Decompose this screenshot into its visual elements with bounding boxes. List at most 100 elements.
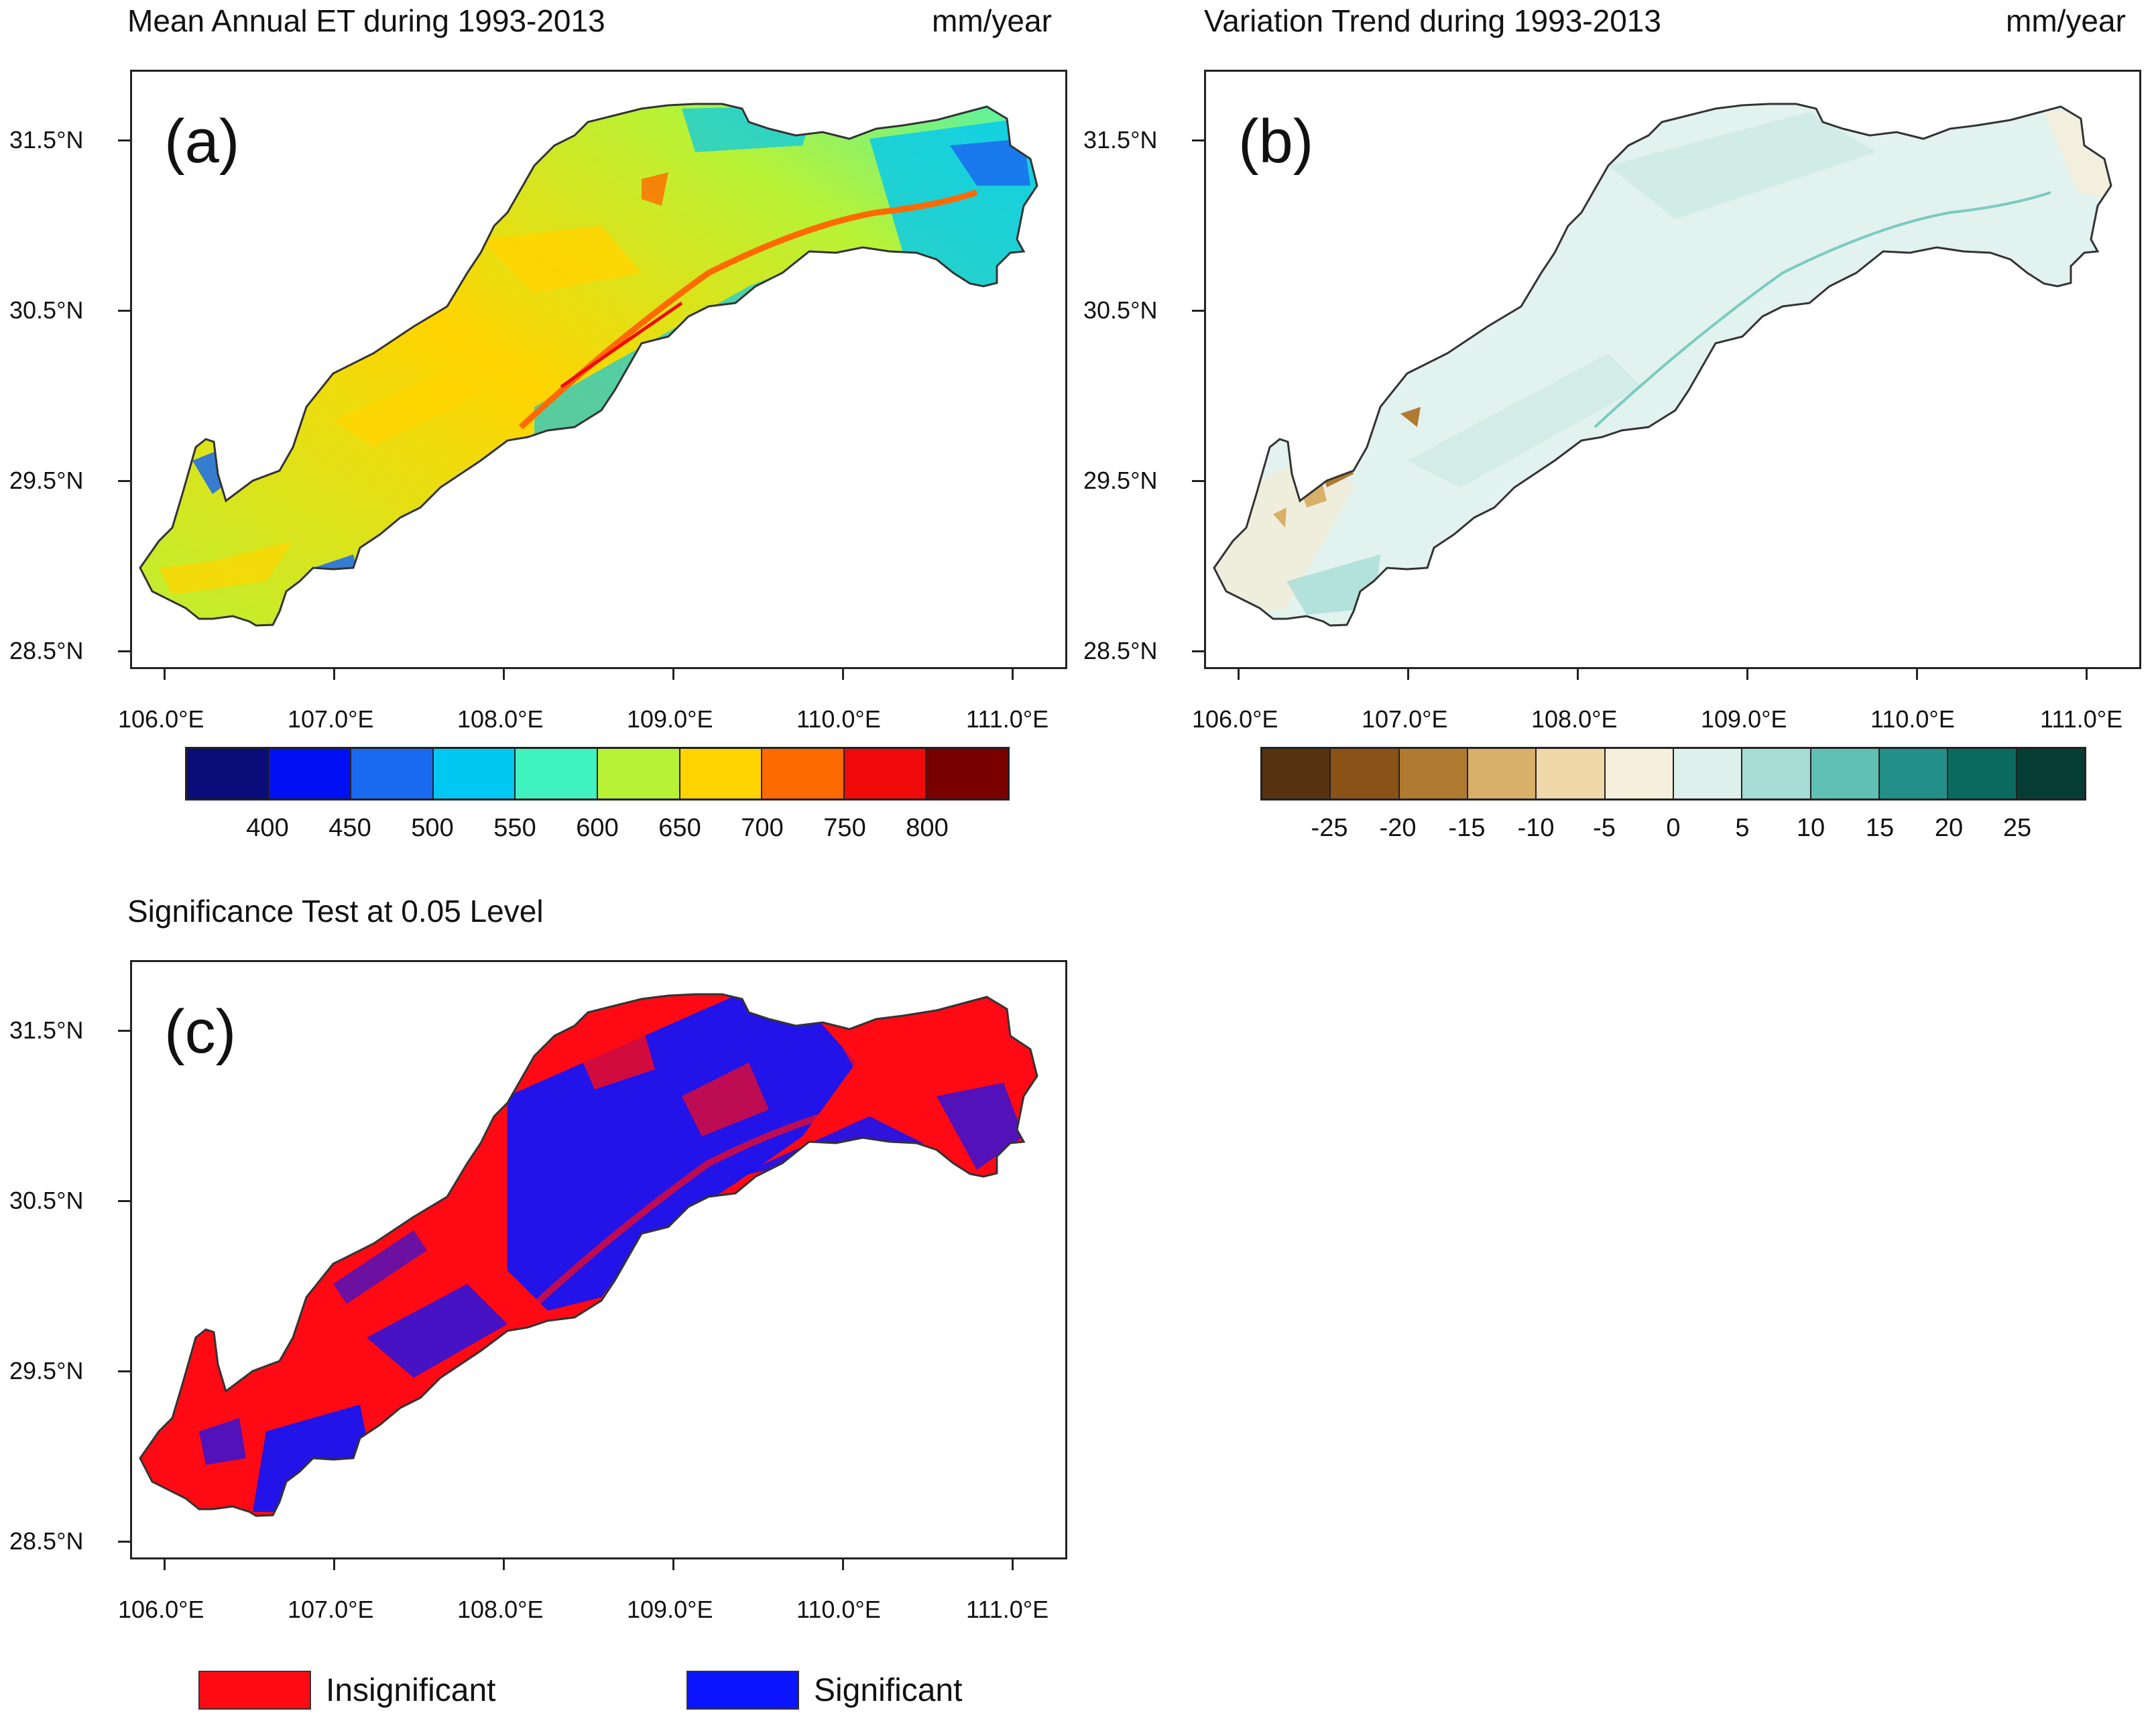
panel-c-ytick [118,1370,130,1372]
colorbar-b-swatch [1742,749,1811,798]
colorbar-b-label: 20 [1934,814,1964,842]
panel-c-lon-label: 111.0°E [966,1596,1049,1623]
panel-c-xtick [503,1559,505,1570]
panel-b-lon-label: 106.0°E [1192,705,1278,733]
panel-c-title: Significance Test at 0.05 Level [127,894,544,929]
panel-b-lon-label: 108.0°E [1531,705,1618,733]
colorbar-b-label: -10 [1517,814,1555,842]
panel-a-lat-label: 28.5°N [9,637,84,664]
colorbar-b-label: -20 [1379,814,1417,842]
panel-c-lat-label: 31.5°N [9,1016,84,1044]
colorbar-b-label: 15 [1865,814,1895,842]
panel-c-xtick [672,1559,674,1570]
panel-c-lat-label: 29.5°N [9,1357,84,1384]
colorbar-a-label: 750 [823,814,866,842]
panel-c-ytick [118,1200,130,1202]
panel-c-lat-label: 28.5°N [9,1527,84,1555]
panel-b-units: mm/year [2006,3,2126,38]
colorbar-a-label: 700 [741,814,784,842]
colorbar-a-swatch [597,749,680,798]
panel-b-ytick [1192,480,1204,482]
panel-a-ytick [118,310,130,312]
panel-a-basin-map [139,103,1038,627]
panel-a-lon-label: 107.0°E [288,705,374,733]
colorbar-a-swatch [680,749,763,798]
panel-b-xtick [1577,669,1579,680]
panel-a-lon-label: 110.0°E [796,705,881,733]
colorbar-b-swatch [1673,749,1743,798]
panel-b-xtick [2086,669,2088,680]
panel-c-lon-label: 110.0°E [796,1596,881,1623]
colorbar-b-swatch [2017,749,2084,798]
panel-b-ytick [1192,139,1204,141]
panel-c-ytick [118,1541,130,1543]
legend-insignificant: Insignificant [198,1671,495,1710]
colorbar-b-label: -25 [1311,814,1348,842]
panel-a-xtick [1012,669,1014,680]
panel-a-xtick [842,669,844,680]
panel-b-lat-label: 29.5°N [1083,467,1158,494]
panel-a-lon-label: 106.0°E [118,705,204,733]
colorbar-a-swatch [516,749,598,798]
colorbar-b-swatch [1331,749,1400,798]
colorbar-b-label: 10 [1796,814,1825,842]
panel-b-lat-label: 31.5°N [1083,126,1158,154]
legend-significant-label: Significant [814,1672,963,1708]
colorbar-a-swatch [187,749,270,798]
panel-c-lon-label: 107.0°E [288,1596,374,1623]
panel-a-colorbar [185,747,1010,801]
colorbar-b-swatch [1537,749,1606,798]
panel-a-ytick [118,650,130,652]
panel-a-xtick [333,669,335,680]
legend-significant: Significant [686,1671,962,1710]
colorbar-a-label: 550 [493,814,536,842]
panel-a-lon-label: 109.0°E [627,705,713,733]
panel-b-xtick [1407,669,1409,680]
panel-a-lon-label: 111.0°E [966,705,1049,733]
panel-a-xtick [672,669,674,680]
legend-insignificant-label: Insignificant [326,1672,496,1708]
panel-b-lon-label: 109.0°E [1701,705,1787,733]
colorbar-a-label: 450 [328,814,371,842]
colorbar-a-swatch [269,749,352,798]
panel-b-ytick [1192,650,1204,652]
colorbar-b-swatch [1605,749,1674,798]
panel-a-ytick [118,139,130,141]
colorbar-b-swatch [1879,749,1949,798]
panel-b-lon-label: 107.0°E [1362,705,1448,733]
panel-b-lat-label: 30.5°N [1083,296,1158,324]
colorbar-a-label: 400 [246,814,289,842]
panel-c-ytick [118,1030,130,1032]
panel-c-lon-label: 108.0°E [457,1596,544,1623]
colorbar-a-swatch [926,749,1008,798]
panel-b-basin-map [1213,103,2112,627]
colorbar-a-swatch [762,749,845,798]
panel-b-ytick [1192,310,1204,312]
panel-c-map: (c) [130,960,1067,1559]
panel-c-label: (c) [164,998,237,1066]
panel-b-lat-label: 28.5°N [1083,637,1158,664]
colorbar-b-swatch [1468,749,1537,798]
panel-a-xtick [164,669,166,680]
panel-a-map: (a) [130,70,1067,669]
panel-c-xtick [1012,1559,1014,1570]
panel-b-label: (b) [1238,107,1314,176]
colorbar-b-label: 5 [1735,814,1750,842]
panel-a-ytick [118,480,130,482]
panel-c-lon-label: 106.0°E [118,1596,204,1623]
colorbar-a-label: 800 [906,814,949,842]
colorbar-b-label: 25 [2002,814,2032,842]
colorbar-b-swatch [1948,749,2017,798]
panel-c-basin-map [139,993,1038,1517]
panel-c-lon-label: 109.0°E [627,1596,713,1623]
colorbar-b-swatch [1399,749,1468,798]
colorbar-a-swatch [351,749,434,798]
panel-c-lat-label: 30.5°N [9,1187,84,1214]
colorbar-a-label: 650 [658,814,701,842]
panel-a-lat-label: 31.5°N [9,126,84,154]
colorbar-b-label: -15 [1448,814,1486,842]
panel-b-lon-label: 110.0°E [1870,705,1955,733]
panel-a-lon-label: 108.0°E [457,705,544,733]
colorbar-b-label: -5 [1593,814,1616,842]
panel-b-xtick [1238,669,1240,680]
